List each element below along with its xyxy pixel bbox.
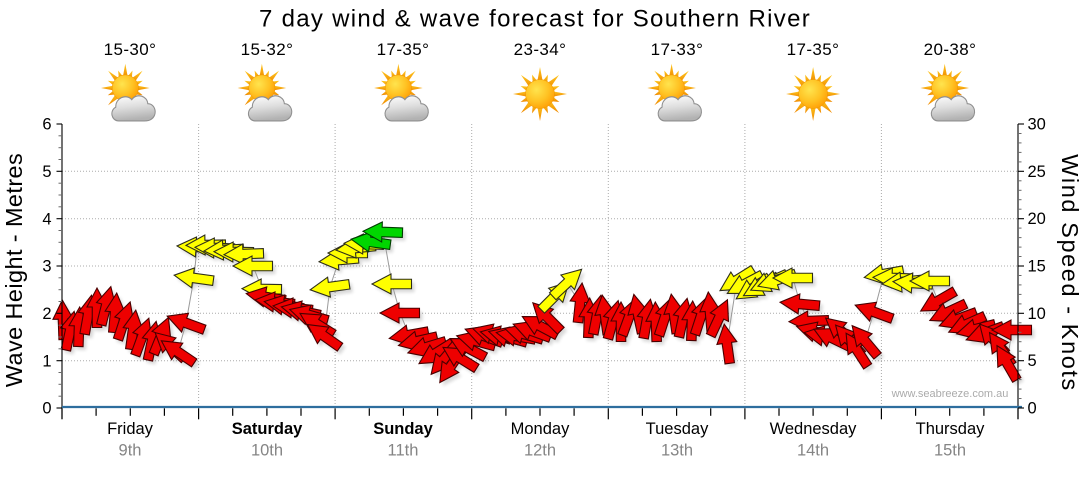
svg-text:15-32°: 15-32° [241, 40, 294, 59]
svg-text:Thursday: Thursday [916, 420, 986, 438]
svg-text:23-34°: 23-34° [514, 40, 567, 59]
svg-text:5: 5 [1028, 352, 1037, 370]
svg-text:Sunday: Sunday [373, 420, 433, 438]
svg-text:10th: 10th [251, 442, 283, 460]
svg-text:1: 1 [42, 352, 51, 370]
svg-text:Friday: Friday [107, 420, 154, 438]
svg-text:Wind Speed - Knots: Wind Speed - Knots [1057, 154, 1080, 392]
svg-text:10: 10 [1028, 305, 1046, 323]
svg-text:Wednesday: Wednesday [770, 420, 858, 438]
svg-text:Tuesday: Tuesday [646, 420, 709, 438]
svg-text:17-35°: 17-35° [787, 40, 840, 59]
svg-text:7 day wind & wave forecast for: 7 day wind & wave forecast for Southern … [259, 6, 811, 33]
svg-text:20: 20 [1028, 210, 1046, 228]
svg-text:Wave Height - Metres: Wave Height - Metres [1, 153, 27, 387]
svg-text:11th: 11th [388, 442, 419, 460]
svg-text:14th: 14th [797, 442, 829, 460]
svg-text:0: 0 [42, 400, 51, 418]
svg-text:17-35°: 17-35° [377, 40, 430, 59]
svg-text:15th: 15th [934, 442, 966, 460]
svg-text:3: 3 [42, 258, 51, 276]
svg-text:9th: 9th [119, 442, 142, 460]
svg-text:30: 30 [1028, 116, 1046, 134]
svg-text:13th: 13th [661, 442, 693, 460]
svg-text:17-33°: 17-33° [651, 40, 704, 59]
svg-text:25: 25 [1028, 163, 1046, 181]
svg-text:15-30°: 15-30° [104, 40, 157, 59]
svg-text:Monday: Monday [511, 420, 570, 438]
svg-text:12th: 12th [524, 442, 556, 460]
svg-text:6: 6 [42, 116, 51, 134]
svg-text:Saturday: Saturday [232, 420, 303, 438]
svg-text:5: 5 [42, 163, 51, 181]
svg-text:2: 2 [42, 305, 51, 323]
svg-text:0: 0 [1028, 400, 1037, 418]
svg-text:www.seabreeze.com.au: www.seabreeze.com.au [891, 388, 1009, 400]
svg-text:15: 15 [1028, 258, 1046, 276]
svg-text:20-38°: 20-38° [924, 40, 977, 59]
svg-text:4: 4 [42, 210, 51, 228]
